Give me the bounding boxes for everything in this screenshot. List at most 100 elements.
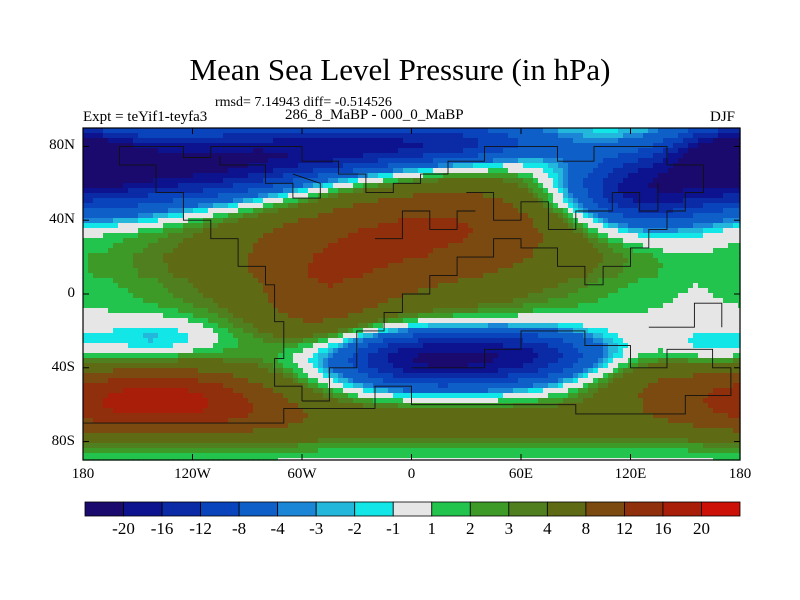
field-cell — [398, 158, 404, 164]
field-cell — [343, 233, 349, 239]
field-cell — [163, 183, 169, 189]
field-cell — [318, 153, 324, 159]
field-cell — [498, 248, 504, 254]
field-cell — [663, 283, 669, 289]
field-cell — [303, 268, 309, 274]
field-cell — [618, 153, 624, 159]
field-cell — [613, 293, 619, 299]
field-cell — [633, 223, 639, 229]
field-cell — [153, 258, 159, 264]
field-cell — [133, 203, 139, 209]
field-cell — [703, 153, 709, 159]
field-cell — [518, 153, 524, 159]
field-cell — [603, 308, 609, 314]
field-cell — [253, 248, 259, 254]
field-cell — [698, 208, 704, 214]
field-cell — [408, 203, 414, 209]
field-cell — [563, 163, 569, 169]
field-cell — [168, 183, 174, 189]
field-cell — [618, 238, 624, 244]
field-cell — [133, 198, 139, 204]
field-cell — [143, 238, 149, 244]
field-cell — [498, 183, 504, 189]
field-cell — [343, 168, 349, 174]
field-cell — [138, 168, 144, 174]
field-cell — [473, 313, 479, 319]
field-cell — [478, 138, 484, 144]
field-cell — [168, 288, 174, 294]
field-cell — [308, 243, 314, 249]
field-cell — [473, 283, 479, 289]
field-cell — [248, 243, 254, 249]
field-cell — [328, 313, 334, 319]
field-cell — [163, 193, 169, 199]
field-cell — [513, 183, 519, 189]
field-cell — [278, 208, 284, 214]
field-cell — [148, 298, 154, 304]
field-cell — [228, 258, 234, 264]
field-cell — [378, 288, 384, 294]
field-cell — [563, 228, 569, 234]
field-cell — [98, 143, 104, 149]
field-cell — [668, 268, 674, 274]
field-cell — [653, 293, 659, 299]
field-cell — [563, 303, 569, 309]
field-cell — [313, 218, 319, 224]
field-cell — [503, 158, 509, 164]
field-cell — [673, 233, 679, 239]
field-cell — [343, 153, 349, 159]
field-cell — [438, 313, 444, 319]
field-cell — [488, 188, 494, 194]
field-cell — [428, 193, 434, 199]
field-cell — [223, 218, 229, 224]
field-cell — [668, 193, 674, 199]
field-cell — [268, 308, 274, 314]
field-cell — [433, 233, 439, 239]
field-cell — [278, 158, 284, 164]
field-cell — [228, 218, 234, 224]
field-cell — [673, 293, 679, 299]
field-cell — [528, 143, 534, 149]
field-cell — [298, 158, 304, 164]
field-cell — [673, 273, 679, 279]
field-cell — [233, 208, 239, 214]
field-cell — [313, 298, 319, 304]
field-cell — [188, 233, 194, 239]
field-cell — [218, 163, 224, 169]
field-cell — [558, 288, 564, 294]
field-cell — [728, 293, 734, 299]
field-cell — [273, 128, 279, 134]
field-cell — [633, 188, 639, 194]
field-cell — [313, 133, 319, 139]
field-cell — [218, 148, 224, 154]
field-cell — [543, 163, 549, 169]
field-cell — [108, 178, 114, 184]
field-cell — [713, 143, 719, 149]
field-cell — [168, 158, 174, 164]
field-cell — [128, 278, 134, 284]
field-cell — [358, 163, 364, 169]
field-cell — [413, 233, 419, 239]
field-cell — [738, 198, 741, 204]
field-cell — [233, 313, 239, 319]
field-cell — [568, 268, 574, 274]
field-cell — [598, 238, 604, 244]
field-cell — [183, 143, 189, 149]
field-cell — [638, 258, 644, 264]
field-cell — [628, 193, 634, 199]
field-cell — [338, 243, 344, 249]
field-cell — [578, 248, 584, 254]
field-cell — [593, 198, 599, 204]
field-cell — [433, 208, 439, 214]
field-cell — [213, 268, 219, 274]
field-cell — [438, 228, 444, 234]
field-cell — [393, 243, 399, 249]
field-cell — [243, 308, 249, 314]
field-cell — [383, 223, 389, 229]
field-cell — [528, 303, 534, 309]
field-cell — [543, 218, 549, 224]
field-cell — [173, 143, 179, 149]
field-cell — [83, 138, 89, 144]
field-cell — [688, 303, 694, 309]
field-cell — [728, 218, 734, 224]
